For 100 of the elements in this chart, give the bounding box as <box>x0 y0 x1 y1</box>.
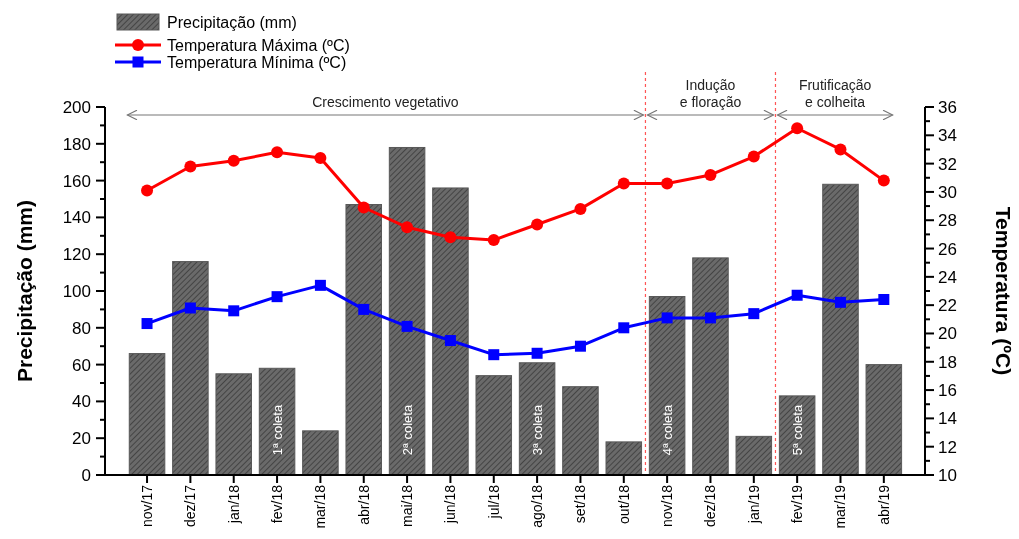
y2-tick-label: 32 <box>938 154 957 174</box>
point <box>314 151 327 164</box>
point <box>704 312 716 324</box>
y-tick-label: 200 <box>62 98 91 117</box>
point <box>747 150 760 163</box>
y2-tick-label: 30 <box>938 182 957 202</box>
point <box>401 221 414 234</box>
bar <box>605 441 643 476</box>
point <box>748 308 760 320</box>
bar <box>215 373 252 476</box>
x-tick-label: abr/19 <box>875 484 892 525</box>
bar <box>562 386 599 476</box>
x-tick-label: abr/18 <box>355 484 372 525</box>
y-tick-label: 0 <box>81 466 91 485</box>
legend-label: Temperatura Mínima (ºC) <box>167 54 347 71</box>
y-tick-label: 120 <box>62 245 91 265</box>
point <box>271 291 283 303</box>
x-tick-label: fev/18 <box>269 484 286 524</box>
x-tick-label: mar/19 <box>832 484 849 529</box>
annotation: 1ª coleta <box>270 404 286 456</box>
y-tick-label: 140 <box>62 208 91 228</box>
x-tick-label: mai/18 <box>399 484 416 528</box>
y2-tick-label: 20 <box>938 324 957 344</box>
point <box>617 177 630 190</box>
point <box>184 302 196 314</box>
x-tick-label: dez/17 <box>182 484 199 528</box>
point <box>358 303 370 315</box>
point <box>271 146 284 159</box>
point <box>877 174 890 187</box>
x-tick-label: nov/17 <box>139 484 156 528</box>
point <box>487 234 500 247</box>
bar <box>692 257 729 476</box>
y-axis-title: Precipitação (mm) <box>13 199 36 383</box>
point <box>141 318 153 330</box>
y2-tick-label: 28 <box>938 211 957 231</box>
y2-tick-label: 26 <box>938 239 957 259</box>
point <box>574 202 587 215</box>
point <box>791 289 803 301</box>
point <box>834 296 846 308</box>
y2-tick-label: 12 <box>938 437 957 457</box>
point <box>401 320 413 332</box>
bar <box>735 435 773 476</box>
x-tick-label: set/18 <box>572 484 589 524</box>
bar <box>258 367 296 476</box>
bar <box>778 395 816 476</box>
point <box>618 322 630 334</box>
point <box>531 347 543 359</box>
x-tick-label: dez/18 <box>702 484 719 528</box>
bar <box>172 261 209 476</box>
y-tick-label: 20 <box>72 429 91 449</box>
bar <box>302 430 339 476</box>
y-tick-label: 100 <box>62 282 91 301</box>
point <box>661 177 674 190</box>
x-tick-label: jan/18 <box>225 484 242 525</box>
bar <box>518 362 556 476</box>
point <box>314 279 326 291</box>
x-tick-label: jun/18 <box>442 484 459 525</box>
point <box>531 218 544 231</box>
y2-tick-label: 14 <box>938 409 957 429</box>
x-tick-label: jan/19 <box>745 484 762 525</box>
bar <box>432 187 469 476</box>
point <box>444 231 457 244</box>
y2-tick-label: 10 <box>938 466 957 485</box>
y-tick-label: 180 <box>62 134 91 154</box>
point <box>141 184 154 197</box>
x-tick-label: ago/18 <box>529 484 546 528</box>
bar <box>648 296 686 476</box>
legend-label: Precipitação (mm) <box>167 14 297 31</box>
annotation: 5ª coleta <box>790 404 806 456</box>
bar <box>475 375 513 476</box>
y-tick-label: 40 <box>72 392 91 412</box>
point <box>878 293 890 305</box>
y2-axis-title: Temperatura (ºC) <box>992 206 1015 376</box>
point <box>704 168 717 181</box>
x-tick-label: out/18 <box>615 484 632 524</box>
legend-label: Temperatura Máxima (ºC) <box>167 37 350 54</box>
y2-tick-label: 34 <box>938 126 957 146</box>
y-tick-label: 60 <box>72 355 91 375</box>
bar <box>388 146 426 476</box>
bar <box>865 364 903 476</box>
x-tick-label: fev/19 <box>789 484 806 524</box>
annotation: 4ª coleta <box>660 404 676 456</box>
x-tick-label: mar/18 <box>312 484 329 529</box>
point <box>661 312 673 324</box>
y2-tick-label: 24 <box>938 267 957 287</box>
y2-tick-label: 16 <box>938 381 957 401</box>
annotation: 2ª coleta <box>400 404 416 456</box>
point <box>357 201 370 214</box>
point <box>184 160 197 173</box>
point <box>228 305 240 317</box>
y2-tick-label: 22 <box>938 296 957 316</box>
bar <box>128 353 166 476</box>
y-tick-label: 80 <box>72 318 91 338</box>
point <box>444 335 456 347</box>
point <box>574 340 586 352</box>
annotation: Crescimento vegetativo <box>312 94 459 110</box>
y2-tick-label: 18 <box>938 352 957 372</box>
y2-tick-label: 36 <box>938 98 957 117</box>
x-tick-label: nov/18 <box>659 484 676 528</box>
annotation: Indução e floração <box>679 77 742 110</box>
